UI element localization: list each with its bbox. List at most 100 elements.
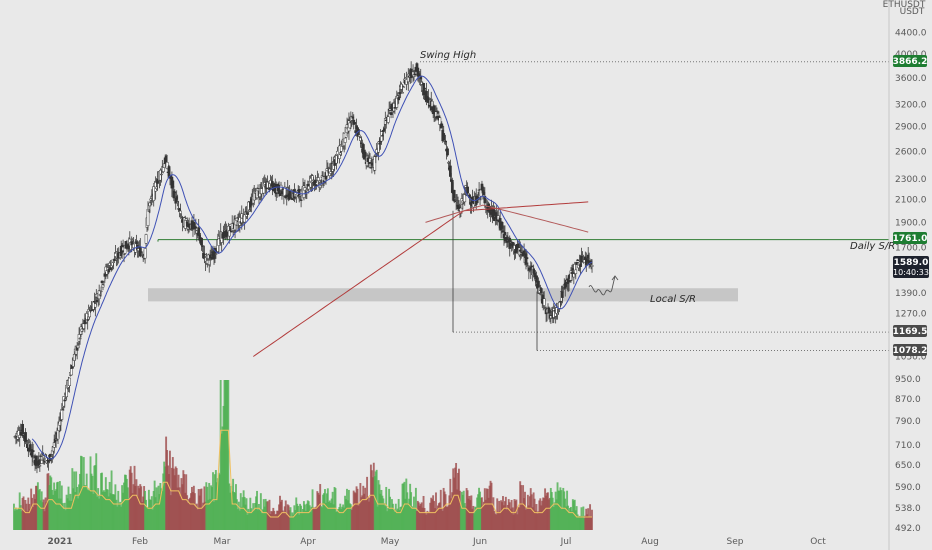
- volume-bar: [293, 505, 296, 530]
- volume-bar: [343, 507, 346, 530]
- volume-bar: [299, 503, 302, 530]
- volume-bar: [407, 503, 410, 530]
- volume-bar: [229, 492, 232, 530]
- candle-body: [161, 167, 165, 172]
- volume-bar: [400, 506, 403, 530]
- volume-bar: [406, 492, 409, 530]
- volume-bar: [318, 494, 321, 530]
- volume-bar: [202, 502, 205, 530]
- candle-body: [38, 465, 42, 467]
- volume-bar: [198, 495, 201, 530]
- volume-bar: [280, 501, 282, 530]
- volume-bar: [344, 495, 347, 530]
- volume-bar: [82, 457, 85, 530]
- y-tick-label: 3200.0: [895, 100, 927, 110]
- volume-bar: [569, 506, 572, 530]
- candle-body: [31, 450, 35, 453]
- volume-bar: [88, 489, 91, 530]
- candle-body: [160, 173, 163, 176]
- volume-bar: [180, 478, 183, 530]
- volume-bar: [381, 495, 384, 530]
- volume-bar: [423, 507, 426, 530]
- volume-bar: [168, 474, 170, 530]
- swing-high-tag-bg: [893, 55, 927, 67]
- volume-bar: [169, 495, 172, 530]
- volume-bar: [55, 489, 58, 530]
- volume-bar: [246, 514, 249, 530]
- volume-bar: [58, 481, 61, 530]
- volume-bar: [454, 467, 457, 530]
- y-tick-label: 1270.0: [895, 310, 927, 320]
- volume-bar: [48, 485, 51, 530]
- low1-tag-bg: [893, 325, 927, 337]
- volume-bar: [547, 492, 549, 530]
- volume-bar: [118, 503, 121, 530]
- volume-bar: [200, 488, 203, 530]
- volume-bar: [413, 496, 415, 530]
- volume-bar: [392, 508, 395, 530]
- candle-body: [537, 280, 540, 287]
- volume-bar: [438, 502, 441, 530]
- volume-bar: [62, 508, 65, 530]
- y-tick-label: 538.0: [895, 504, 921, 514]
- candle-body: [452, 189, 456, 202]
- volume-bar: [498, 500, 501, 530]
- candle-body: [68, 377, 71, 387]
- price-tags: 3866.2 1761.0 1589.0 10:40:33 1169.5 107…: [893, 55, 929, 356]
- volume-bars: [13, 380, 593, 530]
- volume-bar: [591, 509, 593, 530]
- countdown-tag: 10:40:33: [893, 268, 929, 277]
- candle-body: [179, 210, 182, 214]
- volume-bar: [176, 487, 179, 530]
- volume-bar: [550, 492, 553, 530]
- volume-bar: [282, 512, 285, 530]
- volume-bar: [307, 501, 310, 530]
- volume-bar: [426, 510, 429, 530]
- volume-bar: [226, 380, 229, 530]
- volume-bar: [585, 508, 588, 530]
- volume-bar: [301, 513, 303, 530]
- volume-bar: [401, 483, 404, 530]
- candle-body: [102, 281, 106, 283]
- volume-bar: [123, 482, 125, 530]
- volume-bar: [121, 485, 124, 530]
- candle-body: [574, 269, 578, 274]
- volume-bar: [357, 505, 360, 530]
- volume-bar: [175, 468, 178, 530]
- volume-bar: [577, 517, 580, 530]
- volume-bar: [205, 482, 208, 530]
- x-tick-label: Sep: [727, 537, 744, 547]
- volume-bar: [77, 498, 80, 530]
- time-axis[interactable]: 2021 Feb Mar Apr May Jun Jul Aug Sep Oct: [47, 537, 826, 547]
- candle-body: [444, 140, 447, 143]
- volume-bar: [211, 487, 213, 530]
- volume-bar: [139, 484, 142, 530]
- volume-bar: [297, 505, 300, 530]
- y-tick-label: 492.0: [895, 524, 921, 534]
- volume-bar: [509, 508, 512, 530]
- annotations: Swing High Daily S/R Local S/R: [420, 50, 895, 305]
- volume-bar: [187, 503, 190, 530]
- volume-bar: [328, 500, 331, 530]
- volume-bar: [298, 514, 301, 530]
- candle-body: [561, 291, 564, 298]
- volume-bar: [140, 486, 143, 530]
- volume-bar: [32, 506, 35, 530]
- volume-bar: [220, 433, 223, 530]
- volume-bar: [260, 513, 263, 530]
- volume-bar: [113, 494, 116, 530]
- volume-bar: [436, 505, 439, 530]
- volume-bar: [79, 473, 81, 530]
- volume-bar: [476, 497, 479, 530]
- volume-bar: [14, 507, 17, 530]
- volume-bar: [376, 506, 379, 530]
- candle-body: [298, 195, 302, 197]
- volume-bar: [350, 509, 353, 530]
- volume-bar: [154, 497, 157, 530]
- y-tick-label: 1900.0: [895, 218, 927, 228]
- volume-bar: [244, 504, 247, 530]
- volume-bar: [511, 507, 514, 530]
- volume-bar: [204, 501, 207, 530]
